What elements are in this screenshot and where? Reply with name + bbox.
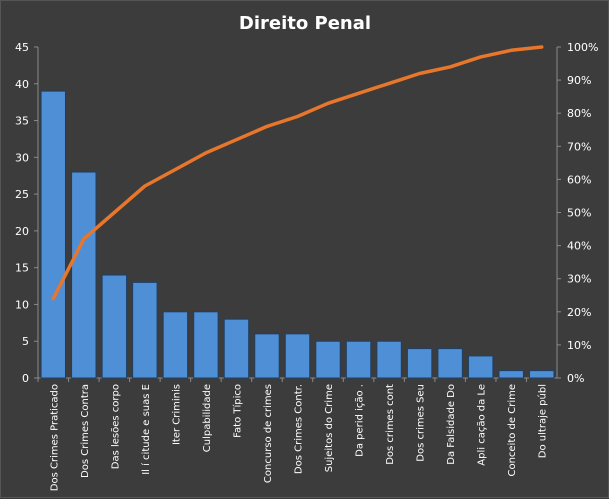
category-label: Apli cação da Le xyxy=(477,384,488,466)
bar xyxy=(223,318,250,379)
bar-series xyxy=(37,90,555,382)
bar xyxy=(345,340,372,379)
bar xyxy=(467,355,494,379)
chart-title: Direito Penal xyxy=(239,13,371,34)
right-tick-label: 70% xyxy=(567,140,591,153)
category-label: Dos crimes Seu xyxy=(416,384,427,462)
bar xyxy=(193,311,219,379)
right-tick-label: 0% xyxy=(567,372,584,385)
bar xyxy=(162,311,189,379)
right-tick-label: 40% xyxy=(567,240,591,253)
right-tick-label: 80% xyxy=(567,107,591,120)
category-label: Dos Crimes Contr. xyxy=(294,384,305,474)
left-tick-label: 30 xyxy=(15,151,29,164)
left-tick-label: 15 xyxy=(15,262,29,275)
category-label: Concurso de crimes xyxy=(263,384,274,483)
category-label: Dos Crimes Praticado xyxy=(49,384,60,491)
right-tick-label: 100% xyxy=(567,41,598,54)
cumulative-line-series xyxy=(51,45,544,301)
category-label: Dos Crimes Contra xyxy=(80,384,91,478)
left-tick-label: 0 xyxy=(22,372,29,385)
left-tick-label: 45 xyxy=(15,41,29,54)
bar xyxy=(132,281,158,379)
category-label: Iter Criminis xyxy=(171,384,182,445)
bar xyxy=(376,340,402,379)
category-label: Culpabilidade xyxy=(202,384,213,452)
category-label: Conceito de Crime xyxy=(507,384,518,477)
right-tick-label: 60% xyxy=(567,173,591,186)
bar xyxy=(40,90,66,379)
right-tick-label: 20% xyxy=(567,306,591,319)
right-tick-label: 30% xyxy=(567,273,591,286)
bar xyxy=(284,333,311,379)
category-label: Da perid ição . xyxy=(355,384,366,457)
right-tick-label: 90% xyxy=(567,74,591,87)
left-tick-label: 40 xyxy=(15,78,29,91)
right-axis-ticks: 0% 10% 20% 30% 40% 50% 60% 70% 80% 90% 100% xyxy=(557,41,598,385)
category-label: Fato Típico xyxy=(231,384,243,438)
left-tick-label: 35 xyxy=(15,115,29,128)
bar xyxy=(254,333,280,379)
category-labels: Dos Crimes Praticado Dos Crimes Contra Das… xyxy=(49,384,548,491)
bar xyxy=(406,348,433,379)
category-label: Da Falsidade Do xyxy=(446,384,457,465)
right-tick-label: 50% xyxy=(567,207,591,220)
category-label: Dos crimes cont xyxy=(385,384,396,465)
left-tick-label: 20 xyxy=(15,225,29,238)
category-label: Sujeitos do Crime xyxy=(324,384,335,472)
category-label: Il í citude e suas E xyxy=(140,384,152,475)
left-tick-label: 25 xyxy=(15,188,29,201)
category-label: Das lesões corpo xyxy=(110,384,121,469)
bar xyxy=(529,370,555,379)
bar xyxy=(101,274,128,379)
bar xyxy=(315,340,341,379)
left-tick-label: 10 xyxy=(15,298,29,311)
bar xyxy=(71,171,97,379)
right-tick-label: 10% xyxy=(567,339,591,352)
left-tick-label: 5 xyxy=(22,335,29,348)
bar xyxy=(498,370,524,379)
cumulative-line xyxy=(51,45,544,301)
category-label: Do ultraje públ xyxy=(537,384,549,458)
left-axis-ticks: 0 5 10 15 20 25 30 35 40 45 xyxy=(15,41,38,385)
bar xyxy=(437,348,463,379)
